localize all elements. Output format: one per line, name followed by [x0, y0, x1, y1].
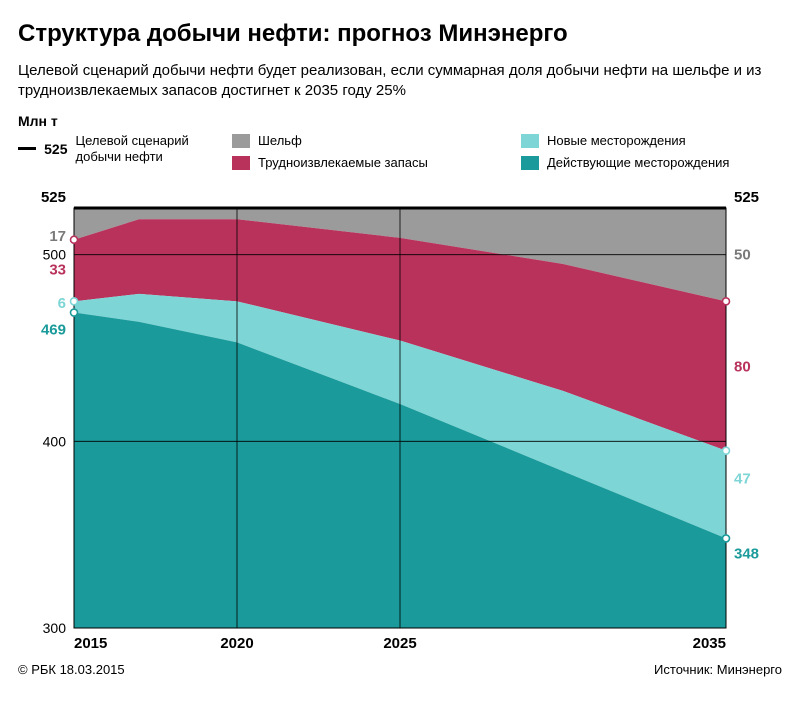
svg-text:33: 33 [49, 262, 66, 279]
svg-text:50: 50 [734, 247, 751, 264]
svg-text:525: 525 [734, 189, 759, 206]
legend-label: Действующие месторождения [547, 155, 729, 171]
svg-text:47: 47 [734, 471, 751, 488]
legend-current: Действующие месторождения [521, 155, 782, 171]
svg-text:2025: 2025 [383, 635, 416, 652]
legend-label: Новые месторождения [547, 133, 686, 149]
footer-right: Источник: Минэнерго [654, 662, 782, 677]
legend-new: Новые месторождения [521, 133, 782, 149]
target-legend: 525 Целевой сценарий добычи нефти [18, 133, 218, 164]
page-title: Структура добычи нефти: прогноз Минэнерг… [18, 20, 782, 49]
target-label: Целевой сценарий добычи нефти [76, 133, 219, 164]
svg-text:6: 6 [58, 296, 66, 313]
svg-text:2015: 2015 [74, 635, 107, 652]
unit-label: Млн т [18, 113, 782, 129]
svg-text:400: 400 [43, 434, 67, 450]
legend: Шельф Новые месторождения Трудноизвлекае… [232, 133, 782, 170]
svg-text:80: 80 [734, 359, 751, 376]
svg-text:469: 469 [41, 322, 66, 339]
target-value: 525 [44, 141, 67, 157]
footer-left: © РБК 18.03.2015 [18, 662, 125, 677]
chart: 400 500 2015 2020 2025 2035 300 525 17 33 6 469 525 5… [18, 184, 782, 652]
svg-text:500: 500 [43, 247, 67, 263]
svg-text:525: 525 [41, 189, 66, 206]
legend-label: Трудноизвлекаемые запасы [258, 155, 428, 171]
svg-text:17: 17 [49, 228, 66, 245]
swatch-icon [232, 134, 250, 148]
swatch-icon [521, 134, 539, 148]
legend-label: Шельф [258, 133, 302, 149]
subtitle: Целевой сценарий добычи нефти будет реал… [18, 61, 782, 102]
target-line-icon [18, 147, 36, 150]
swatch-icon [232, 156, 250, 170]
svg-text:300: 300 [43, 620, 67, 636]
svg-text:2035: 2035 [693, 635, 726, 652]
legend-hard: Трудноизвлекаемые запасы [232, 155, 493, 171]
svg-text:2020: 2020 [220, 635, 253, 652]
chart-svg: 400 500 2015 2020 2025 2035 300 525 17 33 6 469 525 5… [18, 184, 782, 652]
footer: © РБК 18.03.2015 Источник: Минэнерго [18, 662, 782, 677]
svg-text:348: 348 [734, 546, 759, 563]
swatch-icon [521, 156, 539, 170]
legend-shelf: Шельф [232, 133, 493, 149]
header-row: 525 Целевой сценарий добычи нефти Шельф … [18, 133, 782, 170]
